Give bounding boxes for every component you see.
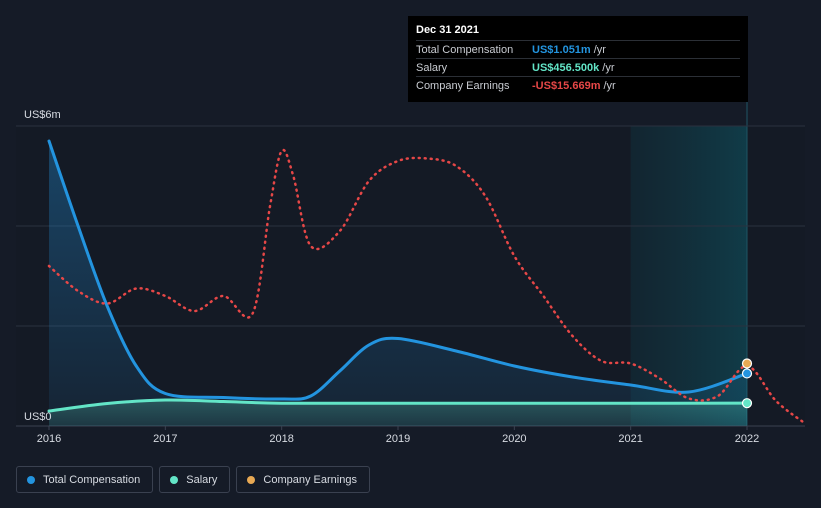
legend-dot-icon [170,475,179,484]
tooltip-label: Total Compensation [416,43,514,56]
chart-legend: Total Compensation Salary Company Earnin… [16,466,370,493]
x-tick-label: 2019 [386,433,410,445]
legend-dot-icon [247,475,256,484]
x-tick-label: 2020 [502,433,526,445]
tooltip-value: US$456.500k [532,61,600,74]
total-compensation-area [49,141,747,426]
tooltip-unit: /yr [602,61,615,74]
tooltip-row-salary: Salary US$456.500k /yr [416,58,740,76]
legend-item-company-earnings[interactable]: Company Earnings [236,466,370,493]
tooltip-unit: /yr [603,79,616,92]
total-compensation-marker [741,368,753,379]
x-tick-label: 2021 [618,433,642,445]
legend-label: Salary [186,473,218,486]
total-compensation-line [47,139,749,401]
tooltip-row-total-compensation: Total Compensation US$1.051m /yr [416,40,740,58]
x-axis-ticks: 2016 2017 2018 2019 2020 2021 2022 [37,426,759,445]
x-tick-label: 2018 [269,433,293,445]
tooltip-label: Company Earnings [416,79,510,92]
legend-item-total-compensation[interactable]: Total Compensation [16,466,154,493]
tooltip-unit: /yr [593,43,606,56]
x-tick-label: 2022 [735,433,759,445]
x-tick-label: 2016 [37,433,61,445]
highlight-range [630,100,748,426]
legend-dot-icon [27,475,35,484]
series-markers [741,358,753,409]
y-axis-ticks: US$6m US$0 [24,109,61,423]
company-earnings-line [47,148,807,425]
tooltip-date: Dec 31 2021 [416,24,479,36]
tooltip-row-company-earnings: Company Earnings -US$15.669m /yr [416,76,740,94]
tooltip-value: -US$15.669m [532,79,601,92]
y-tick-label: US$0 [24,411,52,423]
chart-tooltip: Dec 31 2021 Total Compensation US$1.051m… [408,16,748,102]
legend-label: Company Earnings [263,473,357,486]
series-lines [47,139,807,425]
y-tick-label: US$6m [24,109,61,121]
salary-area [49,399,747,426]
legend-item-salary[interactable]: Salary [159,466,231,493]
highlight-band [630,126,747,426]
salary-marker [741,398,753,409]
tooltip-value: US$1.051m [532,43,591,56]
legend-label: Total Compensation [43,473,141,486]
company-earnings-marker [741,358,753,369]
x-tick-label: 2017 [153,433,177,445]
salary-line [47,398,749,413]
tooltip-label: Salary [416,61,448,74]
series-areas [49,141,747,426]
